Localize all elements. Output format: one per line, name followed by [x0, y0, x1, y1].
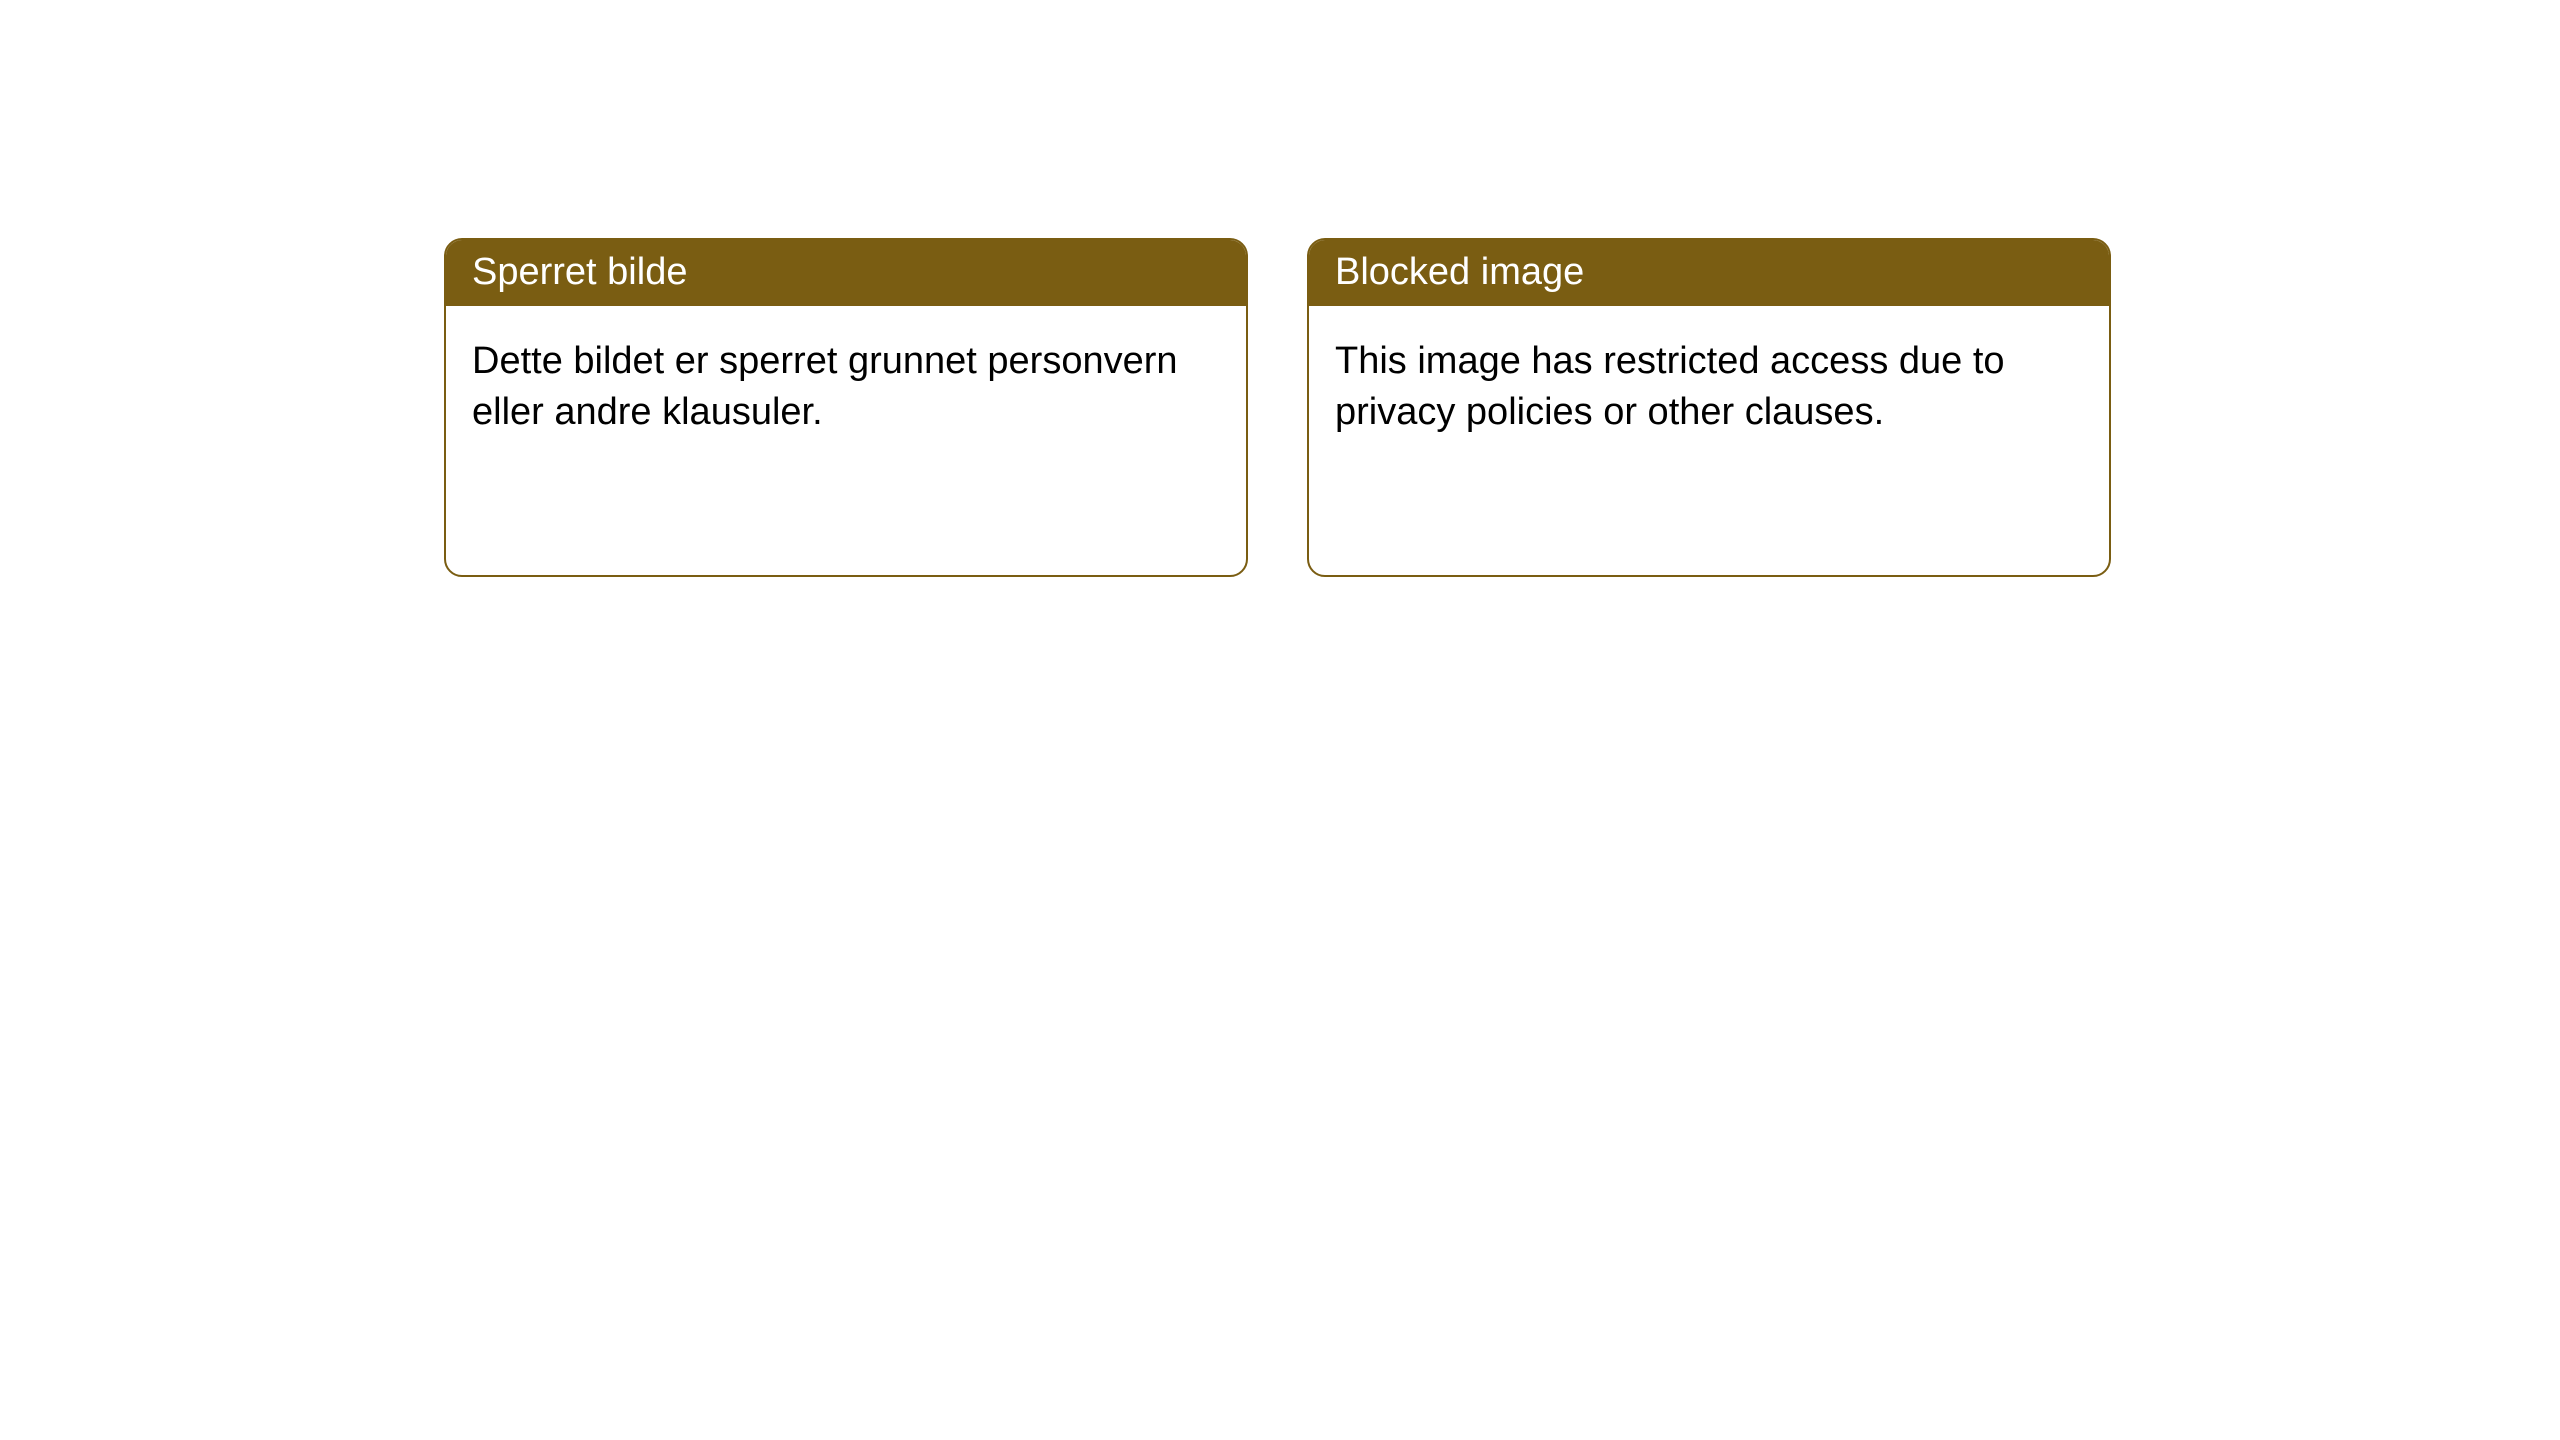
notice-body: Dette bildet er sperret grunnet personve…: [446, 306, 1246, 465]
notice-body: This image has restricted access due to …: [1309, 306, 2109, 465]
notice-title: Blocked image: [1309, 240, 2109, 306]
notice-title: Sperret bilde: [446, 240, 1246, 306]
notice-card-english: Blocked image This image has restricted …: [1307, 238, 2111, 577]
notice-card-norwegian: Sperret bilde Dette bildet er sperret gr…: [444, 238, 1248, 577]
notice-container: Sperret bilde Dette bildet er sperret gr…: [444, 238, 2111, 577]
